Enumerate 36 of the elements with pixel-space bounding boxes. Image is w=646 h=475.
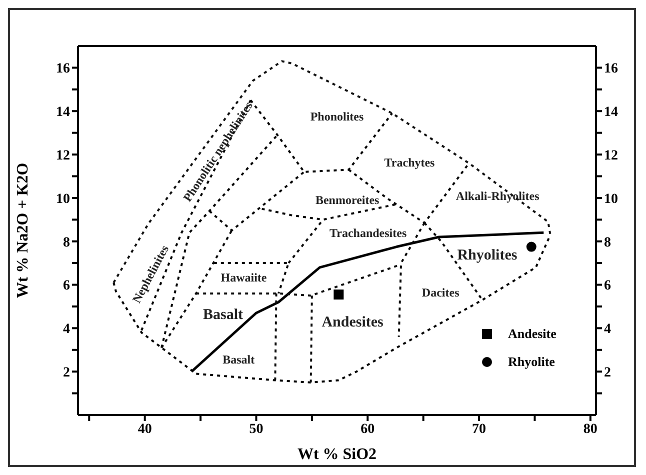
y2-tick-label: 14 <box>604 105 618 120</box>
x-tick-label: 80 <box>583 422 598 437</box>
x-tick-label: 40 <box>138 422 152 437</box>
annotation: Trachytes <box>384 156 436 170</box>
x-tick-label: 70 <box>472 422 486 437</box>
y-tick-label: 6 <box>63 278 70 294</box>
annotation: Benmoreites <box>315 192 380 207</box>
y-tick-label: 10 <box>56 192 70 207</box>
y-tick-label: 14 <box>56 105 70 120</box>
y2-tick-label: 8 <box>604 235 611 250</box>
y-tick-label: 8 <box>63 235 70 250</box>
y2-tick-label: 2 <box>604 366 611 381</box>
annotation: Alkali-Rhyolites <box>456 189 540 204</box>
annotation: Basalt <box>203 306 244 323</box>
annotation: Hawaiite <box>220 270 268 285</box>
y-tick-label: 16 <box>56 62 70 77</box>
annotation: Rhyolites <box>457 247 518 264</box>
x-axis-title: Wt % SiO2 <box>297 446 377 463</box>
y-tick-label: 4 <box>63 322 70 338</box>
annotation: Trachandesites <box>330 226 407 240</box>
legend-label: Rhyolite <box>508 354 555 370</box>
x-tick-label: 50 <box>249 422 264 437</box>
y2-tick-label: 6 <box>604 278 611 294</box>
annotation: Dacites <box>422 286 460 300</box>
y2-tick-label: 4 <box>604 322 611 338</box>
y2-tick-label: 16 <box>604 62 618 77</box>
y2-tick-label: 10 <box>604 192 618 207</box>
x-tick-label: 60 <box>360 422 375 437</box>
legend-label: Andesite <box>508 326 556 342</box>
annotation: Phonolites <box>310 109 364 124</box>
y-axis-title: Wt % Na2O + K2O <box>14 162 32 298</box>
y-tick-label: 12 <box>56 148 70 164</box>
annotation: Basalt <box>222 352 255 366</box>
y-tick-label: 2 <box>63 366 70 381</box>
annotation: Andesites <box>322 314 384 330</box>
y2-tick-label: 12 <box>604 148 618 164</box>
